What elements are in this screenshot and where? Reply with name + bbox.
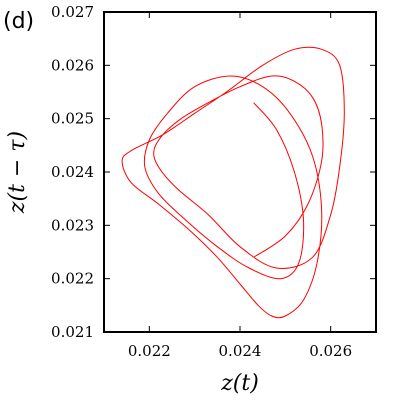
series-trajectory-0	[121, 46, 345, 319]
series-layer	[121, 46, 345, 319]
x-tick-label: 0.024	[219, 342, 262, 360]
x-tick-label: 0.022	[128, 342, 171, 360]
y-axis-label: z(t − τ)	[5, 131, 30, 214]
y-tick-label: 0.025	[51, 110, 94, 128]
y-tick-label: 0.027	[51, 3, 94, 21]
y-tick-label: 0.023	[51, 216, 94, 234]
y-tick-label: 0.026	[51, 56, 94, 74]
x-tick-label: 0.026	[309, 342, 352, 360]
y-tick-label: 0.024	[51, 163, 94, 181]
y-tick-label: 0.021	[51, 323, 94, 341]
y-tick-label: 0.022	[51, 270, 94, 288]
x-axis-label: z(t)	[220, 371, 259, 396]
panel-label: (d)	[3, 9, 34, 34]
tick-layer: 0.022 0.024 0.026 0.021 0.022 0.023 0.024 0.025…	[51, 3, 376, 360]
